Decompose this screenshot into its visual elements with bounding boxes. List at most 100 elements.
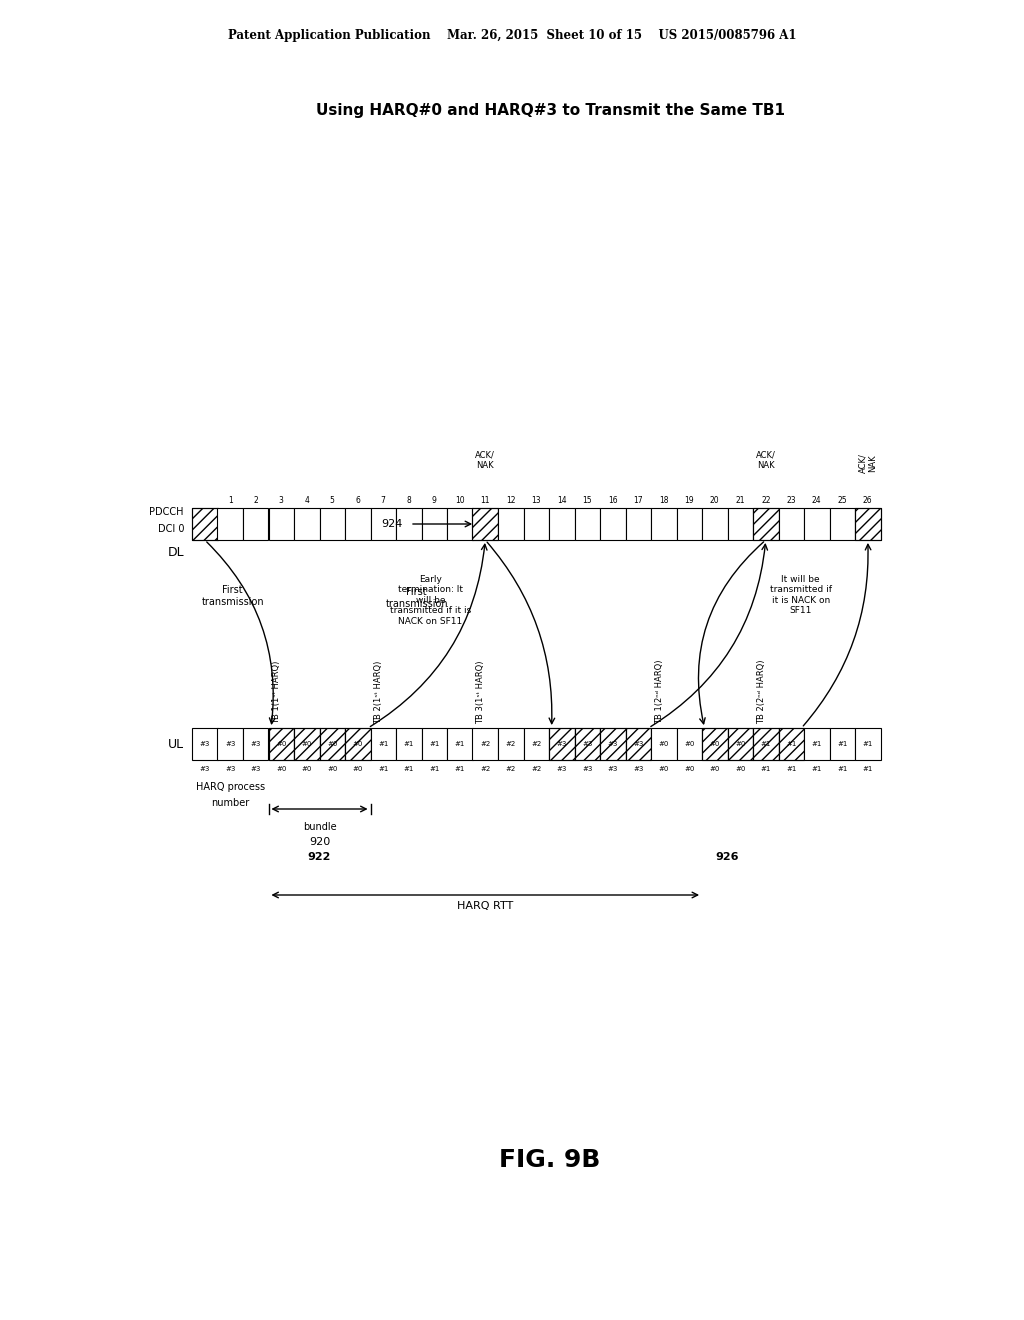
Text: TB 1(1ˢᵗ HARQ): TB 1(1ˢᵗ HARQ) (272, 660, 282, 723)
Text: #1: #1 (761, 741, 771, 747)
Text: 924: 924 (382, 519, 403, 529)
Bar (574, 508, 600, 540)
Text: #2: #2 (531, 741, 542, 747)
Text: #1: #1 (786, 766, 797, 772)
Text: #3: #3 (251, 766, 261, 772)
Bar (319, 729, 345, 760)
Text: #1: #1 (812, 766, 822, 772)
Text: FIG. 9B: FIG. 9B (500, 1148, 601, 1172)
Bar (294, 729, 319, 760)
Text: #3: #3 (225, 766, 236, 772)
Text: 6: 6 (355, 496, 360, 506)
Text: #0: #0 (735, 766, 745, 772)
Text: 25: 25 (838, 496, 847, 506)
Text: #3: #3 (582, 766, 593, 772)
Text: #1: #1 (455, 766, 465, 772)
Bar (217, 729, 243, 760)
Text: #2: #2 (531, 766, 542, 772)
Bar (498, 729, 523, 760)
Text: 8: 8 (407, 496, 411, 506)
Bar (268, 508, 294, 540)
Text: #1: #1 (403, 741, 414, 747)
Text: 13: 13 (531, 496, 541, 506)
Text: PDCCH: PDCCH (150, 507, 184, 517)
Bar (422, 729, 447, 760)
Bar (371, 508, 396, 540)
Text: #0: #0 (710, 741, 720, 747)
Text: #0: #0 (276, 766, 287, 772)
Text: 18: 18 (659, 496, 669, 506)
Text: #0: #0 (352, 766, 362, 772)
Text: 922: 922 (308, 851, 331, 862)
Text: 23: 23 (786, 496, 796, 506)
Bar (217, 508, 243, 540)
Text: #1: #1 (837, 741, 848, 747)
Bar (651, 508, 677, 540)
Bar (753, 729, 778, 760)
Bar (472, 508, 498, 540)
Bar (778, 729, 804, 760)
Bar (523, 508, 549, 540)
Text: ACK/
NAK: ACK/ NAK (756, 450, 776, 470)
Bar (243, 508, 268, 540)
Text: 17: 17 (634, 496, 643, 506)
Bar (677, 508, 702, 540)
Bar (574, 729, 600, 760)
Text: #0: #0 (327, 741, 338, 747)
Text: #1: #1 (378, 741, 388, 747)
Text: 14: 14 (557, 496, 566, 506)
Text: #3: #3 (633, 741, 643, 747)
Text: #1: #1 (786, 741, 797, 747)
Bar (447, 508, 472, 540)
Bar (855, 729, 881, 760)
Text: 920: 920 (309, 837, 330, 847)
Bar (345, 508, 371, 540)
Bar (549, 729, 574, 760)
Bar (727, 729, 753, 760)
Text: TB 1(2ⁿᵈ HARQ): TB 1(2ⁿᵈ HARQ) (654, 660, 664, 723)
Bar (753, 729, 778, 760)
Bar (829, 729, 855, 760)
Text: #0: #0 (684, 741, 694, 747)
Text: #0: #0 (352, 741, 362, 747)
Text: 12: 12 (506, 496, 515, 506)
Text: #0: #0 (658, 766, 669, 772)
Text: 7: 7 (381, 496, 386, 506)
Text: 926: 926 (716, 851, 739, 862)
Text: #2: #2 (506, 741, 516, 747)
Bar (702, 729, 727, 760)
Text: #2: #2 (480, 741, 490, 747)
Bar (345, 729, 371, 760)
Text: bundle: bundle (303, 822, 336, 832)
Bar (600, 729, 626, 760)
Text: #0: #0 (301, 741, 312, 747)
Text: #0: #0 (710, 766, 720, 772)
Text: 1: 1 (228, 496, 232, 506)
Text: #3: #3 (557, 766, 567, 772)
Text: It will be
transmitted if
it is NACK on
SF11: It will be transmitted if it is NACK on … (770, 576, 831, 615)
Bar (549, 508, 574, 540)
Text: #3: #3 (225, 741, 236, 747)
Bar (319, 729, 345, 760)
Text: #1: #1 (429, 741, 439, 747)
Text: #3: #3 (200, 766, 210, 772)
Text: #3: #3 (557, 741, 567, 747)
Bar (829, 508, 855, 540)
Bar (778, 508, 804, 540)
Bar (396, 729, 422, 760)
Text: #3: #3 (633, 766, 643, 772)
Bar (268, 729, 294, 760)
Text: TB 3(1ˢᵗ HARQ): TB 3(1ˢᵗ HARQ) (476, 660, 485, 723)
Text: Patent Application Publication    Mar. 26, 2015  Sheet 10 of 15    US 2015/00857: Patent Application Publication Mar. 26, … (227, 29, 797, 41)
Text: First
transmission: First transmission (385, 587, 447, 609)
Bar (193, 729, 217, 760)
Text: #1: #1 (761, 766, 771, 772)
Text: #0: #0 (276, 741, 287, 747)
Text: #0: #0 (658, 741, 669, 747)
Text: #1: #1 (862, 766, 872, 772)
Text: #0: #0 (735, 741, 745, 747)
Bar (600, 729, 626, 760)
Text: ACK/
NAK: ACK/ NAK (858, 453, 878, 473)
Text: 24: 24 (812, 496, 821, 506)
Text: 11: 11 (480, 496, 490, 506)
